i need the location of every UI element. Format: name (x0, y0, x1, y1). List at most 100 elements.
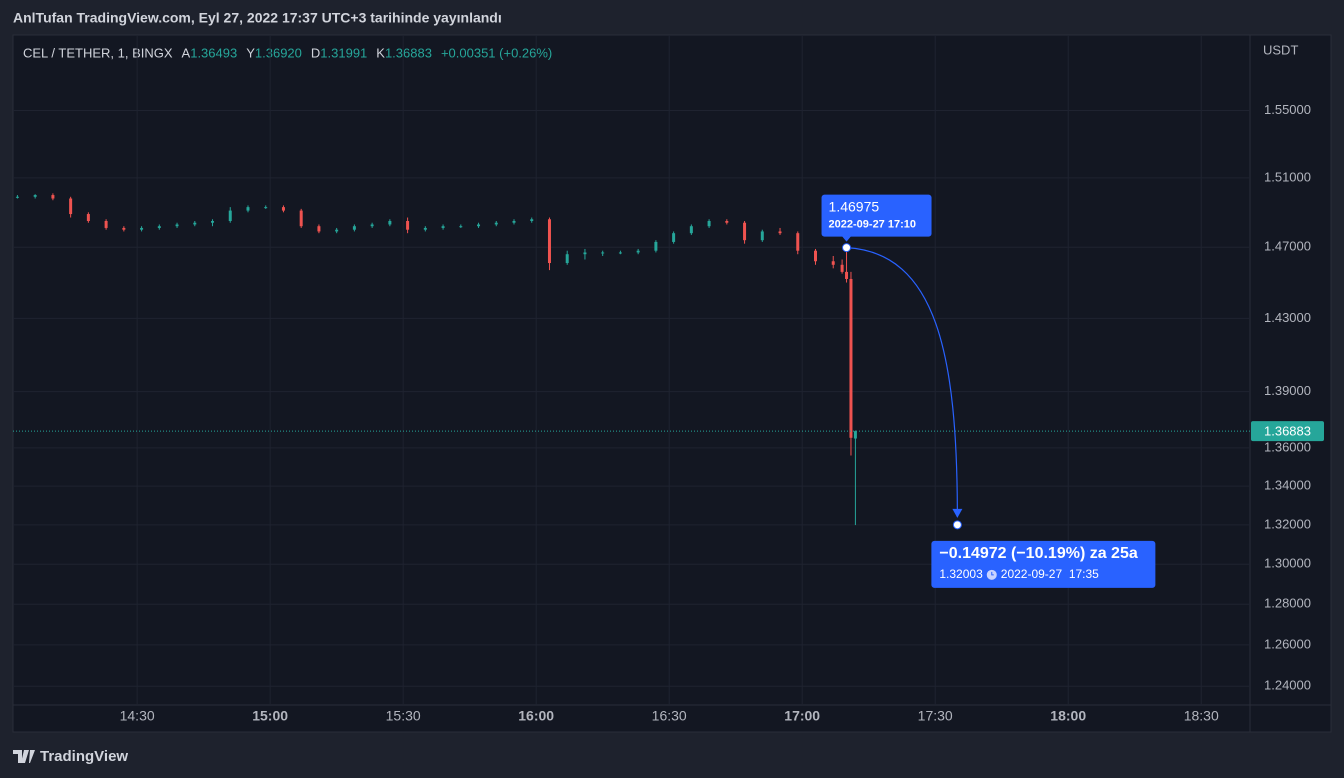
candle-body (725, 220, 729, 223)
pane (12, 34, 1332, 733)
last-price-label: 1.36883 (1264, 424, 1311, 439)
y-tick-label: 1.51000 (1264, 169, 1311, 184)
candle-body (831, 261, 835, 265)
candle-body (707, 220, 711, 227)
candle-body (845, 271, 849, 279)
candle-body (86, 214, 90, 221)
legend-text: K (376, 45, 385, 60)
candle-body (689, 226, 693, 234)
y-tick-label: 1.26000 (1264, 636, 1311, 651)
candle-body (157, 226, 161, 228)
legend-text: 1.36493 (190, 45, 237, 60)
y-tick-label: 1.30000 (1264, 556, 1311, 571)
x-tick-label: 15:00 (252, 708, 288, 724)
x-tick-label: 14:30 (120, 708, 155, 724)
candle-body (494, 222, 498, 225)
y-tick-label: 1.43000 (1264, 310, 1311, 325)
candle-body (335, 229, 339, 232)
clock-hands (991, 571, 994, 576)
candle-body (352, 226, 356, 230)
x-tick-label: 15:30 (386, 708, 421, 724)
legend-text: 1.36920 (255, 45, 302, 60)
candle-body (601, 252, 605, 254)
candle-body (547, 219, 551, 264)
annotation-start-box (821, 194, 932, 237)
x-tick-label: 16:30 (652, 708, 687, 724)
y-tick-label: 1.36000 (1264, 439, 1311, 454)
candle-body (33, 195, 37, 197)
candle-body (211, 220, 215, 223)
candle-body (654, 241, 658, 251)
candle-body (193, 222, 197, 225)
x-tick-label: 18:00 (1050, 708, 1086, 724)
candle-body (423, 227, 427, 230)
candle-body (140, 227, 144, 230)
y-tick-label: 1.34000 (1264, 478, 1311, 493)
candle-body (636, 250, 640, 253)
candle-body (370, 224, 374, 227)
candle-body (441, 226, 445, 228)
candle-body (299, 210, 303, 227)
legend-text: A (182, 45, 191, 60)
candle-body (104, 220, 108, 228)
legend-text: +0.00351 (+0.26%) (441, 45, 552, 60)
candle-body (618, 252, 622, 254)
annotation-start-pointer (841, 235, 852, 242)
annotation-change: −0.14972 (−10.19%) za 25a (939, 545, 1137, 562)
legend-text: CEL / TETHER, 1, BINGX (23, 45, 173, 60)
y-tick-label: 1.47000 (1264, 239, 1311, 254)
candle-body (317, 226, 321, 232)
legend: CEL / TETHER, 1, BINGX A 1.36493 Y 1.36920 D 1… (23, 45, 552, 60)
candle-body (796, 233, 800, 251)
candle-body (853, 431, 857, 439)
x-tick-label: 16:00 (518, 708, 554, 724)
annotation-arrow (952, 508, 963, 518)
candle-body (760, 231, 764, 241)
candle-body (281, 207, 285, 211)
candle-body (530, 219, 534, 221)
candle-body (175, 224, 179, 227)
y-tick-label: 1.24000 (1264, 678, 1311, 693)
candle-body (246, 207, 250, 211)
legend-text: D (311, 45, 320, 60)
legend-text: 1.36883 (385, 45, 432, 60)
annotation-start-value: 1.46975 (829, 198, 880, 214)
legend-text: 1.31991 (320, 45, 367, 60)
annotation-end-time: 2022-09-27 17:35 (1001, 567, 1099, 581)
y-tick-label: 1.39000 (1264, 383, 1311, 398)
page-title: AnlTufan TradingView.com, Eyl 27, 2022 1… (13, 10, 502, 26)
legend-text: Y (246, 45, 255, 60)
candle-body (228, 210, 232, 221)
candle-body (778, 231, 782, 234)
annotation-start-point (842, 243, 852, 253)
currency: USDT (1263, 42, 1298, 57)
candle-body (743, 222, 747, 241)
candle-body (69, 198, 73, 215)
candle-body (477, 224, 481, 227)
annotation-start-time: 2022-09-27 17:10 (829, 219, 916, 231)
x-tick-label: 17:00 (784, 708, 820, 724)
annotation-end-value: 1.32003 (939, 567, 983, 581)
annotation-curve (846, 247, 958, 517)
candle-body (264, 207, 268, 209)
candle-body (388, 220, 392, 225)
candle-body (459, 226, 463, 228)
candle-body (813, 250, 817, 262)
y-tick-label: 1.32000 (1264, 516, 1311, 531)
y-tick-label: 1.55000 (1264, 102, 1311, 117)
candle-body (583, 252, 587, 255)
logo: TradingView (40, 748, 128, 765)
last-price-box (1251, 421, 1324, 442)
annotation-end-point (952, 520, 962, 530)
x-tick-label: 17:30 (918, 708, 953, 724)
logo-icon (13, 750, 35, 763)
candle-body (849, 278, 853, 438)
candle-body (672, 233, 676, 242)
candle-body (512, 220, 516, 223)
x-tick-label: 18:30 (1184, 708, 1219, 724)
y-tick-label: 1.28000 (1264, 596, 1311, 611)
candle-body (565, 254, 569, 264)
candle-body (406, 220, 410, 230)
